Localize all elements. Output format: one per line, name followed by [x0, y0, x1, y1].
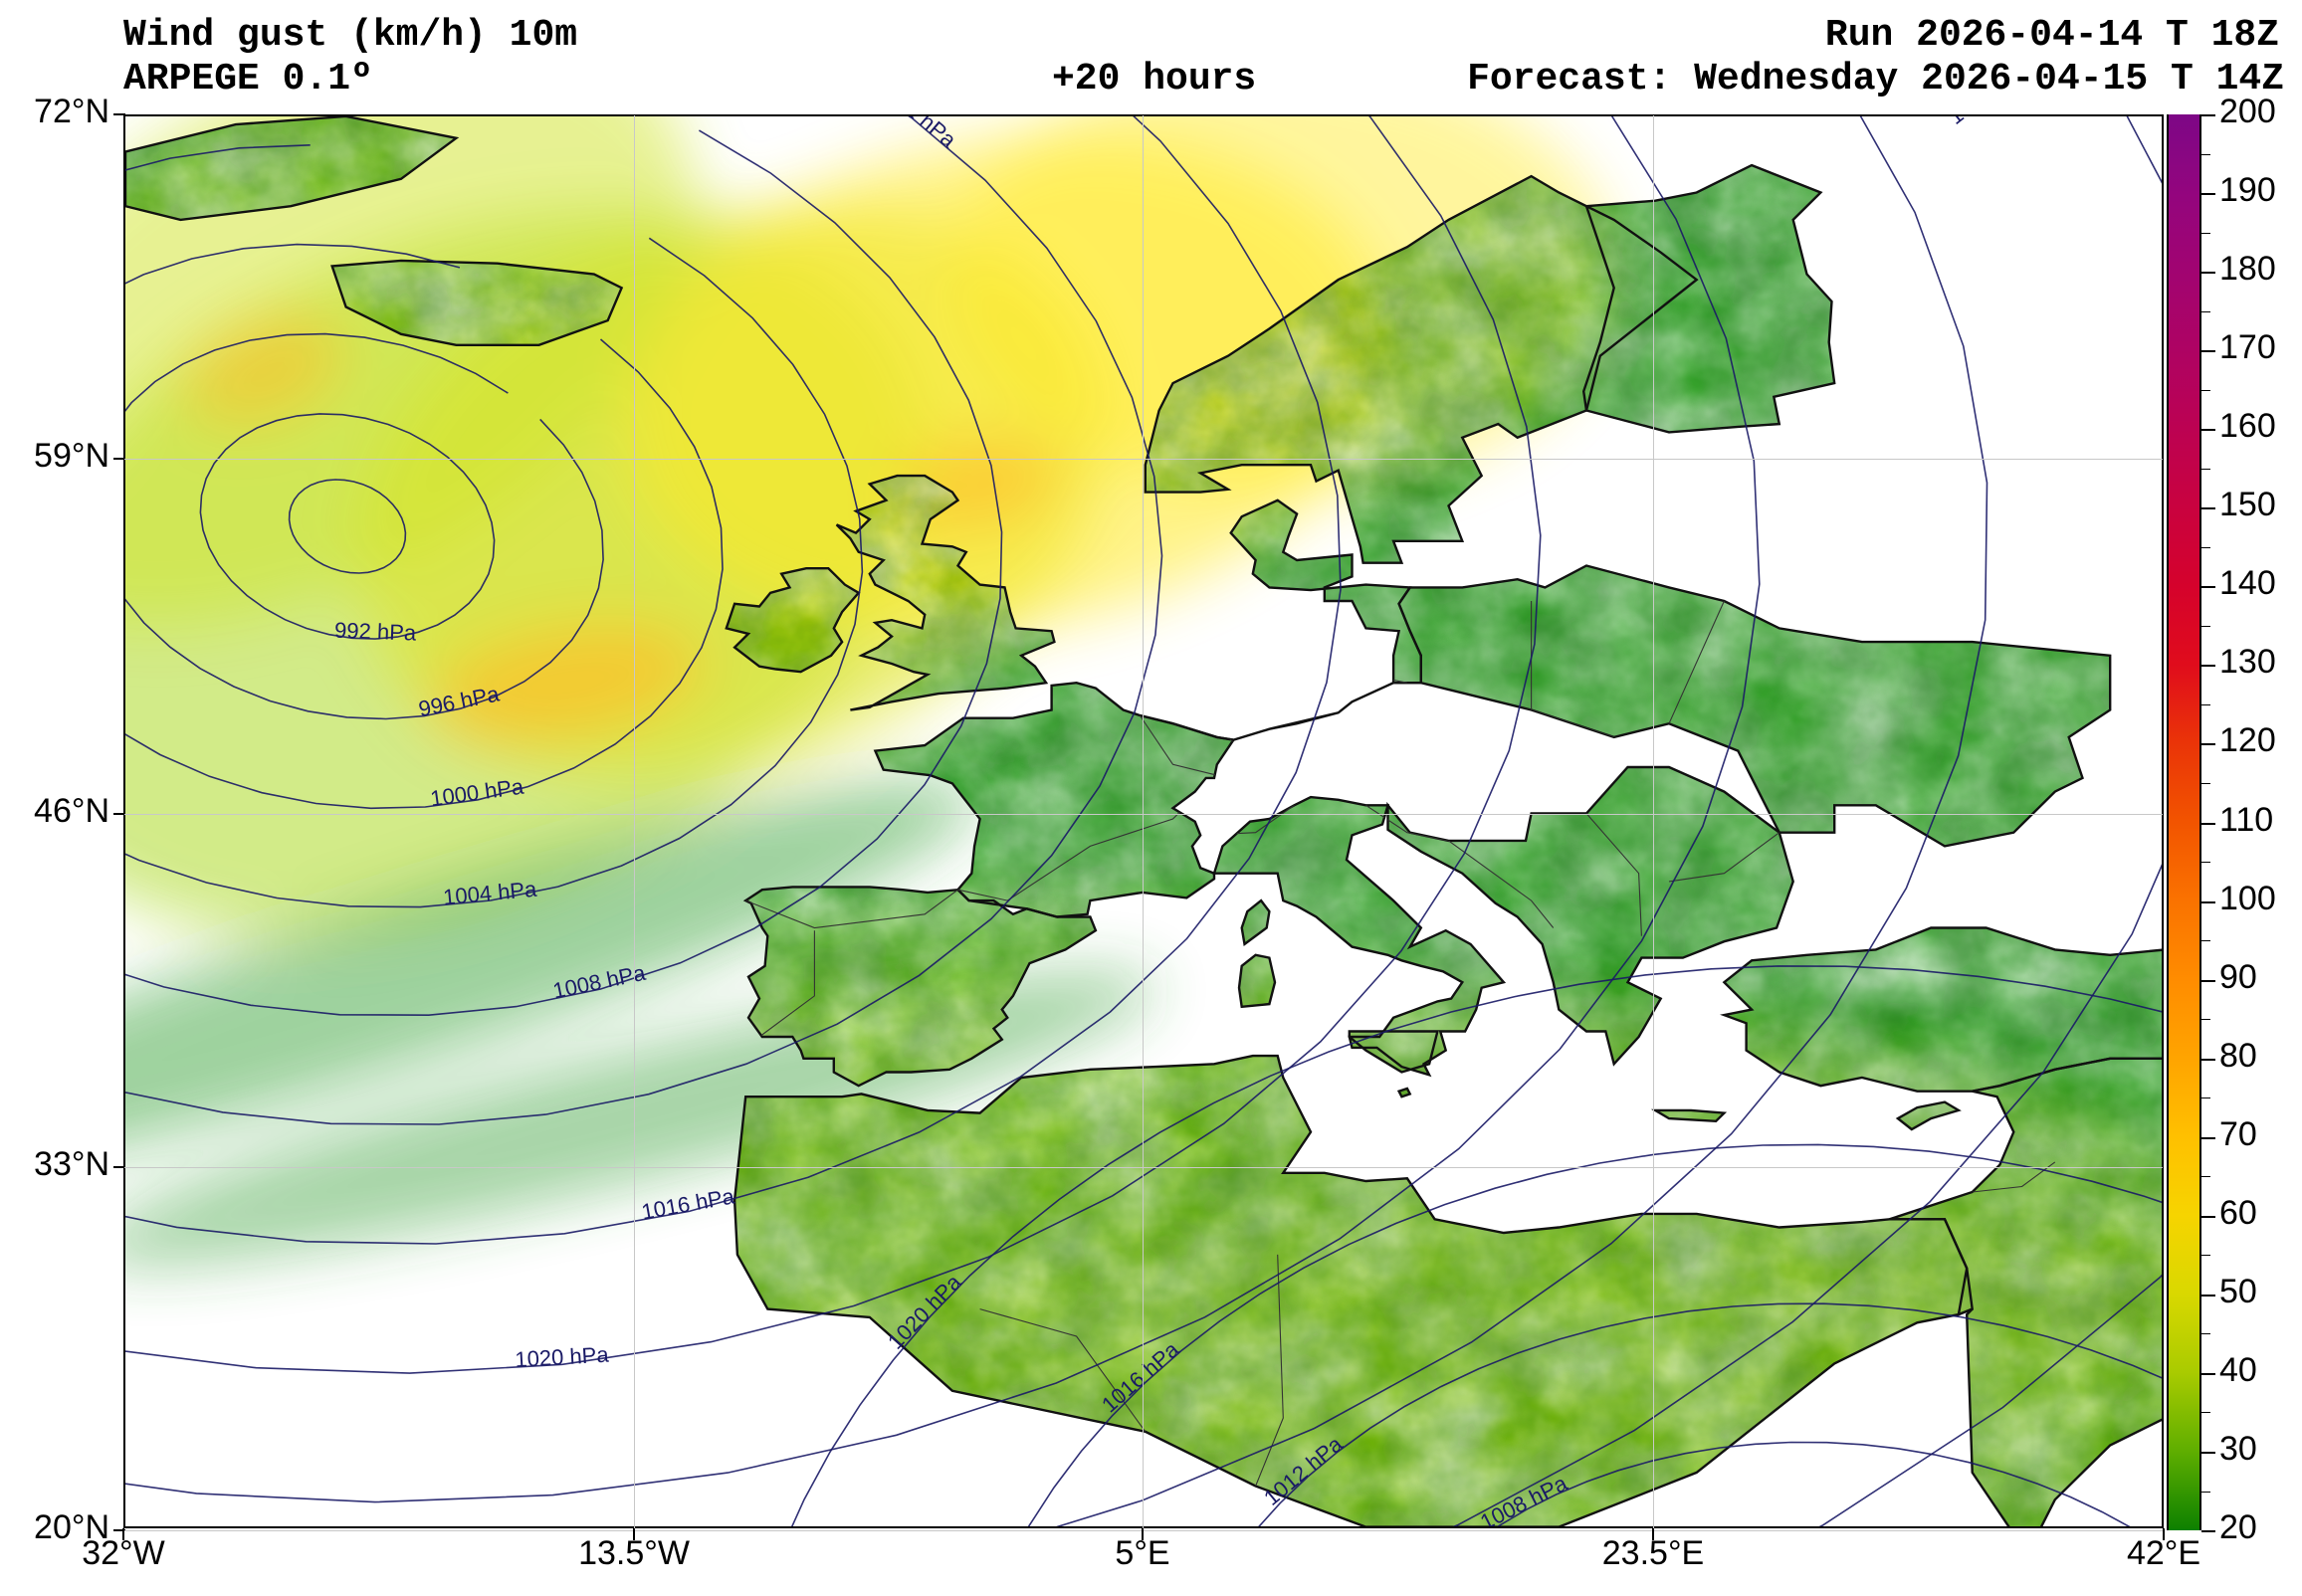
- svg-text:1020 hPa: 1020 hPa: [515, 1342, 610, 1372]
- svg-text:1028 hPa: 1028 hPa: [1944, 116, 2033, 129]
- svg-text:1012 hPa: 1012 hPa: [874, 116, 962, 153]
- svg-text:1016 hPa: 1016 hPa: [640, 1183, 737, 1224]
- svg-text:992 hPa: 992 hPa: [334, 618, 418, 646]
